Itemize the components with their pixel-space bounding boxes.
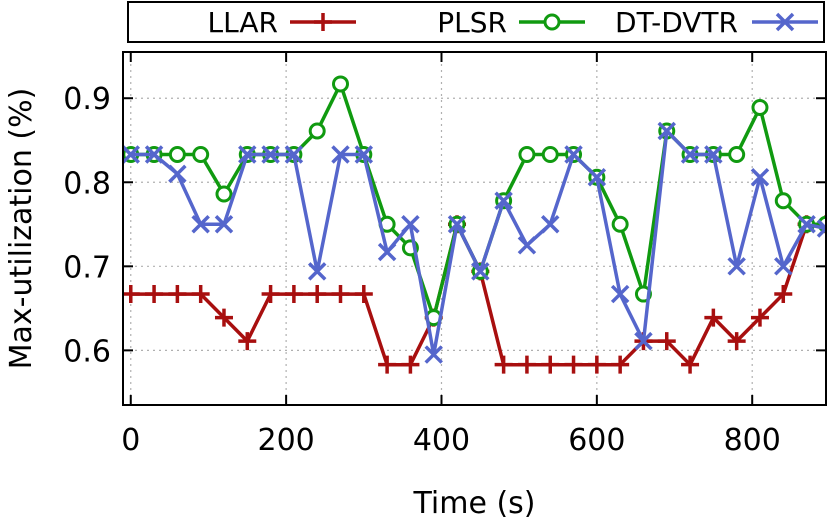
data-point-plsr [192, 146, 210, 164]
data-point-dt-dvtr [377, 242, 397, 262]
data-point-dt-dvtr [816, 219, 826, 238]
data-point-llar [657, 332, 676, 351]
data-point-llar [191, 285, 210, 304]
data-point-dt-dvtr [564, 145, 583, 164]
data-point-llar [727, 332, 746, 351]
data-point-llar [611, 355, 630, 374]
x-tick-label: 800 [724, 423, 781, 458]
grid [123, 52, 826, 405]
y-axis-title: Max-utilization (%) [4, 88, 39, 370]
data-point-llar [261, 285, 280, 304]
axis-ticks: 0 200 400 600 800 0.6 0.7 0.8 0.9 [63, 52, 826, 458]
data-point-llar [494, 355, 513, 374]
data-point-llar [401, 355, 420, 374]
x-tick-label: 600 [568, 423, 625, 458]
data-point-plsr [518, 146, 536, 164]
data-point-dt-dvtr [471, 262, 490, 281]
data-point-llar [564, 355, 583, 374]
data-point-dt-dvtr [284, 145, 304, 164]
data-point-dt-dvtr [238, 145, 257, 164]
data-point-dt-dvtr [191, 215, 210, 234]
series-line-llar [130, 222, 826, 367]
y-tick-label: 0.9 [63, 82, 111, 117]
data-point-llar [284, 285, 303, 304]
legend-label-llar: LLAR [208, 6, 278, 39]
x-axis-title: Time (s) [413, 486, 536, 520]
data-point-plsr [332, 75, 350, 93]
legend-marker [775, 12, 795, 32]
data-point-plsr [541, 146, 559, 164]
data-point-dt-dvtr [657, 121, 676, 141]
plot-frame [122, 51, 827, 406]
data-point-dt-dvtr [634, 331, 653, 351]
data-point-dt-dvtr [774, 257, 793, 276]
data-point-dt-dvtr [401, 215, 420, 234]
legend-sample-dt-dvtr [752, 12, 818, 32]
data-point-plsr [728, 146, 746, 164]
data-point-dt-dvtr [587, 167, 607, 187]
y-tick-label: 0.6 [63, 334, 111, 369]
legend-box [127, 1, 825, 43]
legend-marker [314, 13, 332, 31]
data-point-dt-dvtr [214, 215, 234, 234]
legend-marker [543, 13, 561, 31]
data-point-plsr [215, 185, 233, 203]
series-line-dt-dvtr [130, 129, 826, 357]
data-point-llar [681, 355, 700, 374]
legend-label-plsr: PLSR [437, 6, 507, 39]
data-point-dt-dvtr [494, 191, 513, 211]
data-point-llar [123, 285, 140, 304]
data-point-llar [145, 285, 164, 304]
data-point-llar [541, 355, 560, 374]
data-point-llar [168, 285, 187, 304]
data-point-plsr [611, 215, 629, 233]
legend-sample-plsr [519, 13, 585, 31]
data-point-dt-dvtr [144, 145, 164, 164]
data-point-llar [354, 285, 373, 304]
legend: LLAR PLSR DT-DVTR [127, 1, 825, 43]
data-point-dt-dvtr [168, 164, 187, 184]
data-point-dt-dvtr [123, 145, 141, 164]
y-tick-label: 0.8 [63, 166, 111, 201]
data-point-llar [774, 285, 793, 304]
plot-series [123, 75, 826, 374]
data-point-dt-dvtr [261, 145, 280, 164]
data-point-llar [750, 308, 769, 327]
data-point-llar [587, 355, 606, 374]
data-point-llar [517, 355, 536, 374]
data-point-dt-dvtr [541, 215, 560, 234]
data-point-dt-dvtr [424, 345, 443, 364]
data-point-dt-dvtr [797, 215, 816, 234]
data-point-dt-dvtr [727, 257, 746, 276]
x-tick-label: 400 [413, 423, 470, 458]
data-point-plsr [774, 192, 792, 210]
data-point-plsr [168, 146, 186, 164]
data-point-llar [331, 285, 350, 304]
data-point-llar [378, 355, 397, 374]
data-point-dt-dvtr [331, 145, 350, 164]
x-tick-label: 0 [121, 423, 140, 458]
data-point-llar [704, 308, 723, 327]
legend-label-dt-dvtr: DT-DVTR [615, 6, 738, 39]
data-point-llar [214, 308, 233, 327]
data-point-plsr [308, 122, 326, 140]
x-tick-label: 200 [257, 423, 314, 458]
data-point-dt-dvtr [307, 262, 327, 281]
data-point-plsr [751, 98, 769, 116]
data-point-llar [308, 285, 327, 304]
data-point-dt-dvtr [750, 167, 770, 187]
data-point-dt-dvtr [704, 145, 723, 164]
data-point-dt-dvtr [610, 284, 630, 304]
data-point-dt-dvtr [447, 215, 467, 234]
series-dt-dvtr [123, 121, 826, 364]
data-point-dt-dvtr [680, 145, 700, 164]
legend-sample-llar [290, 13, 356, 31]
data-point-dt-dvtr [354, 145, 374, 164]
data-point-dt-dvtr [517, 236, 537, 255]
y-tick-label: 0.7 [63, 250, 111, 285]
data-point-llar [238, 332, 257, 351]
